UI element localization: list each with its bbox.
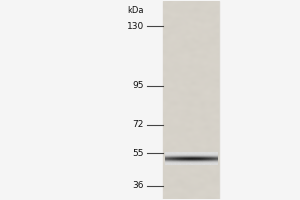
Text: kDa: kDa bbox=[128, 6, 144, 15]
Bar bbox=[164, 1, 219, 199]
Text: 72: 72 bbox=[133, 120, 144, 129]
Text: 130: 130 bbox=[127, 22, 144, 31]
Text: 55: 55 bbox=[133, 149, 144, 158]
Text: 95: 95 bbox=[133, 81, 144, 90]
Text: 36: 36 bbox=[133, 181, 144, 190]
